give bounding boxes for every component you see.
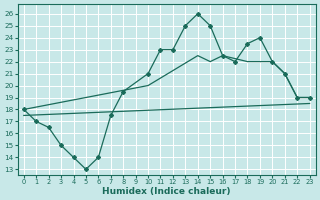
X-axis label: Humidex (Indice chaleur): Humidex (Indice chaleur) — [102, 187, 231, 196]
